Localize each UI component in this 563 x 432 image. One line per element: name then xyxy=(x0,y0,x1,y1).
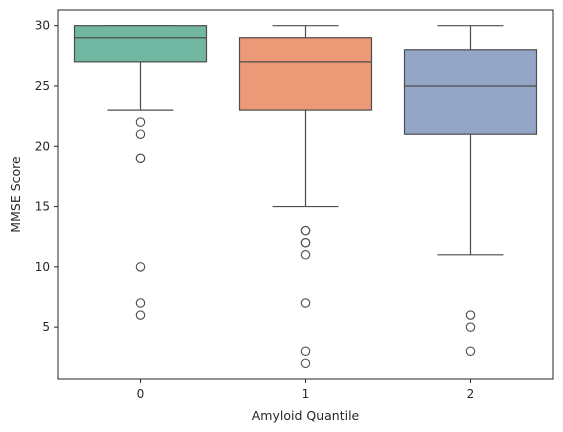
box-series xyxy=(73,25,538,369)
outlier-point xyxy=(300,298,311,308)
box-1 xyxy=(238,25,373,369)
outlier-point xyxy=(465,322,476,332)
y-tick-label: 5 xyxy=(42,320,50,334)
iqr-box xyxy=(73,25,208,63)
iqr-box xyxy=(403,49,538,135)
outlier-point xyxy=(135,117,146,127)
box-0 xyxy=(73,25,208,320)
box-2 xyxy=(403,25,538,357)
y-tick-label: 15 xyxy=(35,200,50,214)
outlier-point xyxy=(135,129,146,139)
iqr-box xyxy=(238,37,373,111)
outlier-point xyxy=(465,346,476,357)
outlier-point xyxy=(135,310,146,320)
outlier-point xyxy=(300,250,311,260)
outlier-point xyxy=(300,225,311,236)
outlier-point xyxy=(300,346,311,357)
y-tick-label: 10 xyxy=(35,260,50,274)
y-tick-label: 30 xyxy=(35,19,50,33)
outlier-point xyxy=(135,153,146,164)
x-tick-label: 1 xyxy=(302,387,310,401)
outlier-point xyxy=(465,310,476,320)
y-axis-label: MMSE Score xyxy=(8,156,23,233)
x-axis-label: Amyloid Quantile xyxy=(252,408,360,423)
outlier-point xyxy=(135,298,146,308)
x-tick-label: 2 xyxy=(467,387,475,401)
y-axis-ticks: 5 10 15 20 25 30 xyxy=(35,19,58,334)
x-axis-ticks: 0 1 2 xyxy=(137,379,475,401)
outlier-point xyxy=(300,358,311,369)
y-tick-label: 25 xyxy=(35,79,50,93)
x-tick-label: 0 xyxy=(137,387,145,401)
plot-frame xyxy=(57,9,554,380)
outlier-point xyxy=(135,262,146,272)
outlier-point xyxy=(300,237,311,248)
y-tick-label: 20 xyxy=(35,139,50,153)
